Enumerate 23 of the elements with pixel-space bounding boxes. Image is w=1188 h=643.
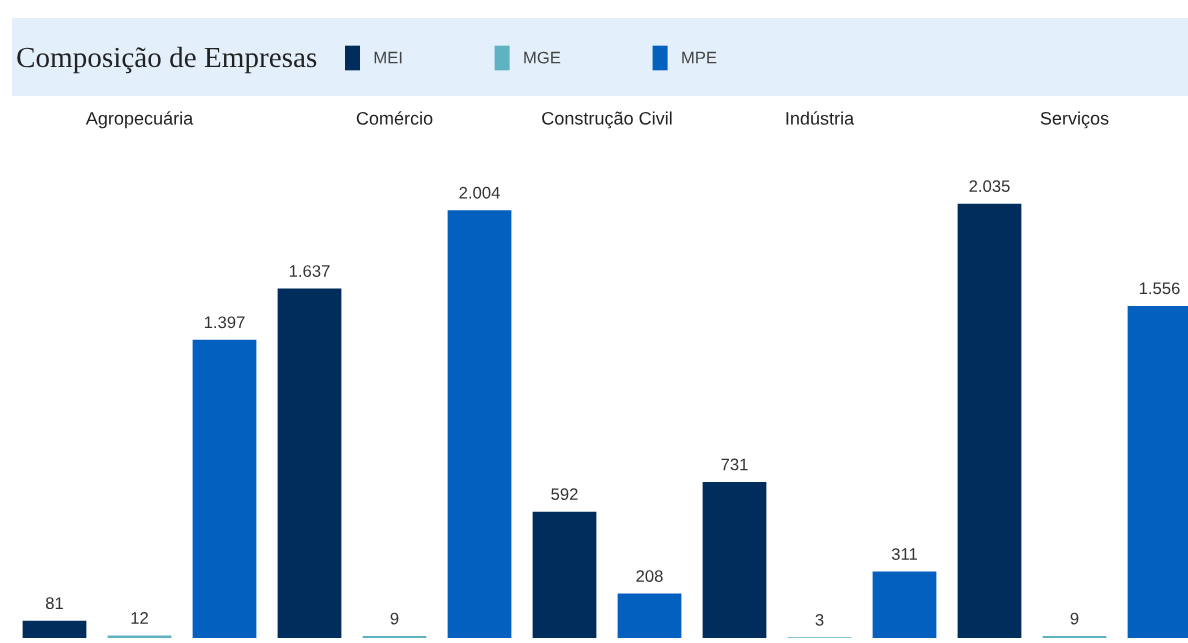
x-tick-label: Agropecuária [85,111,194,129]
data-label: 9 [1070,612,1079,625]
data-label: 1.397 [204,316,245,329]
x-tick-label: Serviços [1040,111,1109,129]
data-label: 12 [131,612,148,624]
legend-label: MPE [682,51,717,64]
data-label: 81 [45,597,63,610]
chart-title: Composição de Empresas [17,46,317,74]
data-label: 3 [815,613,824,626]
x-tick-label: Comércio [356,111,433,125]
data-label: 208 [636,570,663,582]
data-label: 1.637 [289,265,330,277]
data-label: 9 [390,612,399,625]
data-label: 1.556 [1139,282,1180,295]
data-label: 2.004 [459,186,500,199]
data-label: 2.035 [969,180,1010,193]
data-label: 592 [551,488,578,501]
x-tick-label: Construção Civil [542,111,672,129]
data-label: 311 [891,548,917,560]
legend-label: MEI [374,51,402,64]
data-label: 731 [721,458,748,471]
x-tick-label: Indústria [786,111,855,125]
legend-label: MGE [524,51,561,64]
